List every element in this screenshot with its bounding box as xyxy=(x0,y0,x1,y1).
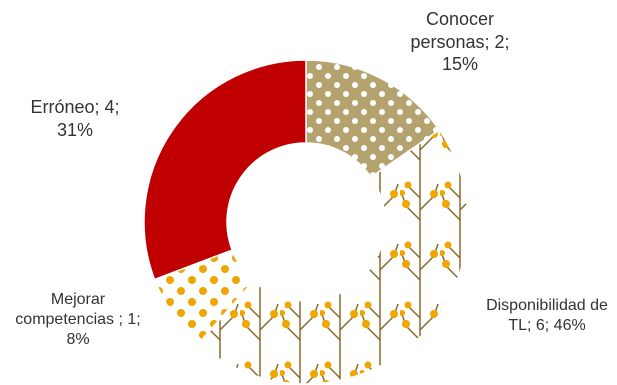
data-label: Conocer personas; 2; 15% xyxy=(410,9,510,74)
data-label: Disponibilidad de TL; 6; 46% xyxy=(486,297,608,334)
doughnut-segment xyxy=(143,59,307,281)
doughnut-segment xyxy=(197,128,469,385)
data-label: Erróneo; 4; 31% xyxy=(30,97,120,140)
data-label: Mejorar competencias ; 1; 8% xyxy=(15,291,141,348)
